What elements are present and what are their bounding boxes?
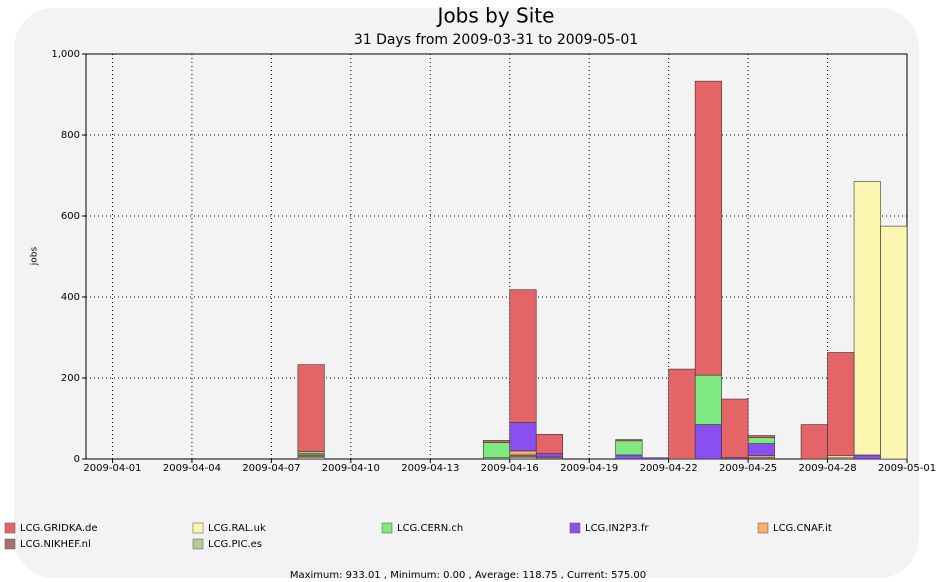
- bar-segment: [800, 424, 828, 460]
- bar-segment: [747, 437, 775, 444]
- y-axis-label: jobs: [30, 246, 40, 266]
- x-tick-label: 2009-04-22: [640, 463, 698, 474]
- x-tick-label: 2009-04-25: [719, 463, 777, 474]
- y-tick-label: 400: [61, 292, 80, 303]
- bar-segment: [747, 435, 775, 438]
- bar-segment: [535, 453, 564, 458]
- x-tick-label: 2009-04-10: [322, 463, 380, 474]
- bar-segment: [509, 289, 537, 423]
- x-tick-label: 2009-04-13: [401, 463, 459, 474]
- legend-label: LCG.CERN.ch: [397, 523, 463, 534]
- legend-swatch: [4, 522, 16, 534]
- footer-stats: Maximum: 933.01 , Minimum: 0.00 , Averag…: [290, 570, 646, 581]
- legend-label: LCG.PIC.es: [208, 539, 262, 550]
- bar-segment: [747, 443, 775, 457]
- bar-segment: [482, 440, 511, 443]
- x-tick-label: 2009-04-16: [481, 463, 539, 474]
- bar-segment: [297, 364, 325, 453]
- bar-segment: [827, 352, 855, 457]
- bar-segment: [668, 368, 696, 460]
- bar-segment: [853, 454, 881, 460]
- y-tick-label: 0: [74, 454, 80, 465]
- bar-segment: [297, 451, 325, 455]
- bar-segment: [615, 439, 643, 442]
- y-tick-label: 1,000: [51, 49, 80, 60]
- legend-label: LCG.GRIDKA.de: [20, 523, 98, 534]
- bar-segment: [509, 450, 537, 456]
- legend-swatch: [757, 522, 769, 534]
- y-tick-label: 200: [61, 373, 80, 384]
- bar-segment: [482, 442, 511, 459]
- legend-swatch: [569, 522, 581, 534]
- bar-segment: [615, 440, 643, 456]
- legend-label: LCG.CNAF.it: [773, 523, 832, 534]
- bar-segment: [615, 454, 643, 460]
- bar-segment: [747, 455, 775, 459]
- chart-subtitle: 31 Days from 2009-03-31 to 2009-05-01: [354, 32, 638, 48]
- bar-segment: [297, 456, 325, 460]
- bar-segment: [694, 374, 722, 425]
- y-tick-label: 600: [61, 211, 80, 222]
- bar-segment: [297, 454, 325, 458]
- bar-segment: [535, 456, 564, 460]
- bar-segment: [641, 457, 669, 460]
- bar-segment: [509, 454, 537, 458]
- legend-swatch: [381, 522, 393, 534]
- bar-segment: [509, 456, 537, 460]
- bar-segment: [880, 225, 908, 460]
- bar-segment: [694, 424, 722, 460]
- x-tick-label: 2009-04-28: [798, 463, 856, 474]
- legend-label: LCG.RAL.uk: [208, 523, 266, 534]
- legend-label: LCG.NIKHEF.nl: [20, 539, 91, 550]
- y-tick-label: 800: [61, 130, 80, 141]
- chart-title: Jobs by Site: [436, 4, 555, 28]
- legend-swatch: [4, 538, 16, 550]
- legend-label: LCG.IN2P3.fr: [585, 523, 649, 534]
- legend-swatch: [192, 538, 204, 550]
- x-tick-label: 2009-05-01: [878, 463, 936, 474]
- bar-segment: [721, 398, 749, 459]
- x-tick-label: 2009-04-01: [83, 463, 141, 474]
- bar-segment: [509, 422, 537, 452]
- bar-segment: [853, 181, 881, 456]
- bar-segment: [827, 455, 855, 459]
- x-tick-label: 2009-04-19: [560, 463, 618, 474]
- watermark-background: [14, 8, 919, 578]
- bar-segment: [535, 433, 564, 455]
- x-tick-label: 2009-04-04: [163, 463, 221, 474]
- x-tick-label: 2009-04-07: [242, 463, 300, 474]
- bar-segment: [694, 80, 722, 376]
- legend-swatch: [192, 522, 204, 534]
